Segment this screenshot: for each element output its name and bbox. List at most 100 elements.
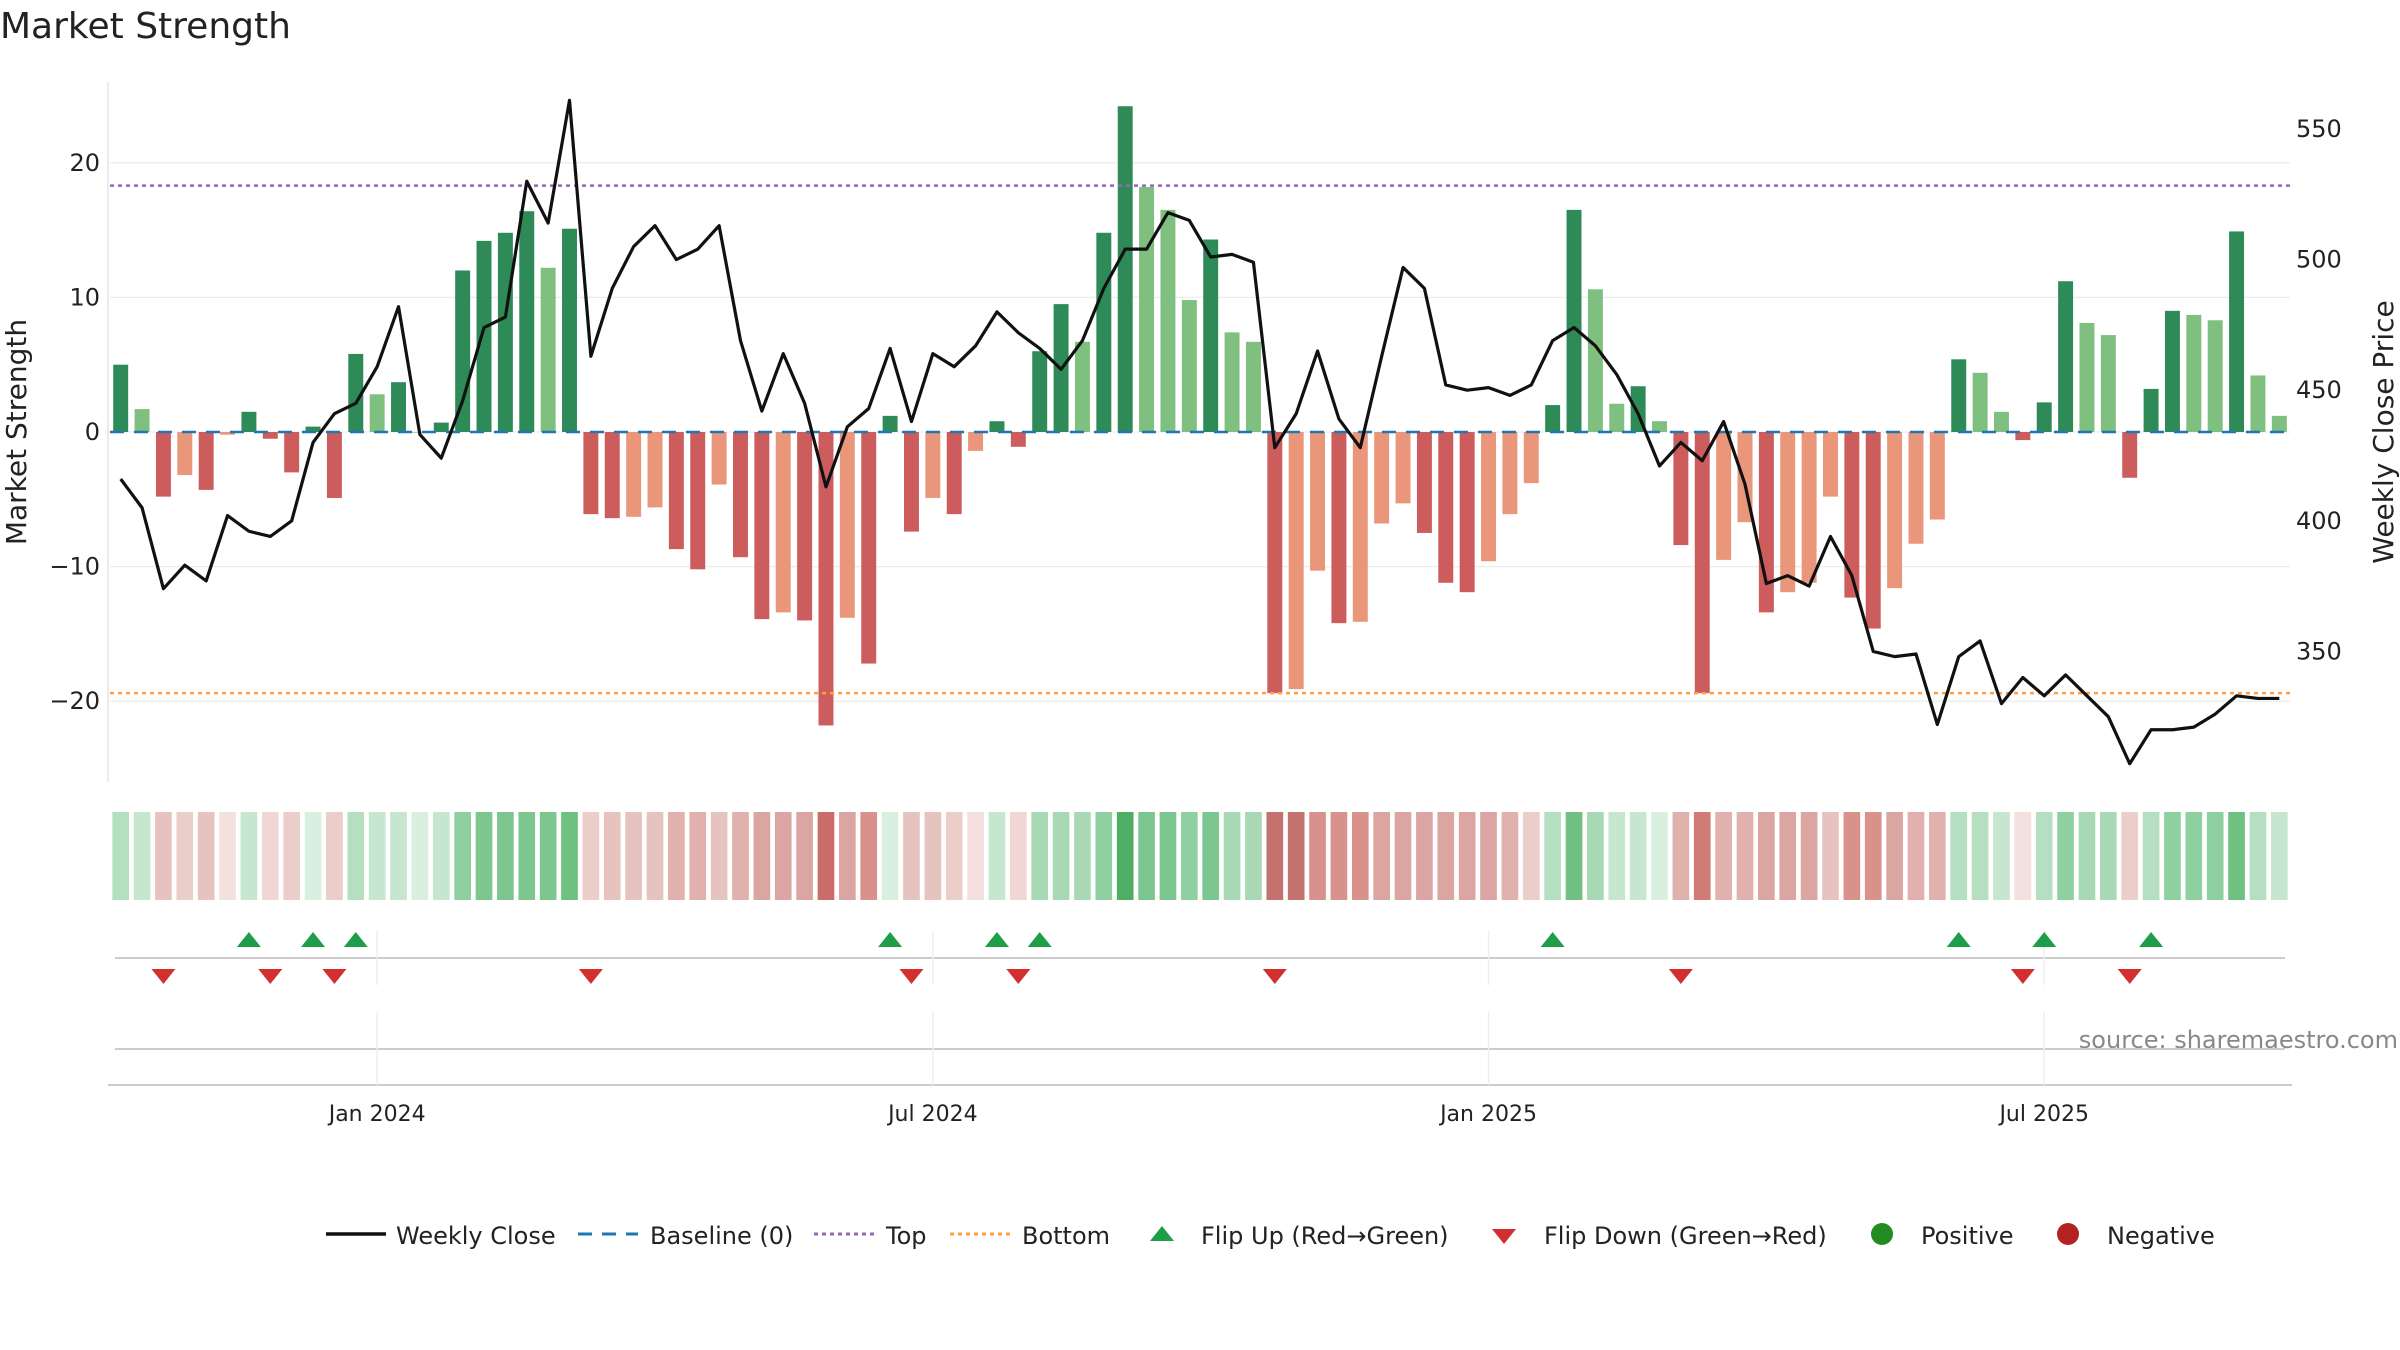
strength-bar: [1203, 239, 1219, 432]
strip-cell: [1864, 812, 1882, 900]
strength-bar: [1074, 341, 1090, 432]
right-tick-label: 550: [2296, 115, 2342, 143]
strip-cell: [1351, 812, 1369, 900]
flip-up-marker: [878, 932, 903, 947]
strength-bar: [1801, 432, 1817, 583]
strength-bar: [968, 432, 984, 451]
strip-cell: [839, 812, 856, 900]
strength-bar: [754, 432, 770, 620]
strength-bar: [113, 364, 129, 432]
x-tick-label: Jan 2025: [1438, 1102, 1537, 1127]
flip-up-marker: [1540, 932, 1565, 947]
strip-cell: [1651, 812, 1668, 900]
strength-bar: [903, 432, 919, 532]
strength-bar: [690, 432, 706, 570]
strip-cell: [646, 812, 664, 900]
strength-bar: [1587, 289, 1603, 432]
strength-bar: [2079, 322, 2095, 432]
strip-cell: [732, 812, 749, 900]
strip-cell: [1971, 812, 1989, 900]
strength-bar: [2015, 432, 2031, 441]
flip-up-marker: [1946, 932, 1971, 947]
legend-baseline-label: Baseline (0): [650, 1222, 793, 1250]
strength-bar: [1160, 209, 1176, 432]
strip-cell: [1715, 812, 1732, 900]
strip-cell: [2121, 812, 2139, 900]
strength-bar: [1844, 432, 1860, 598]
strip-cell: [1672, 812, 1690, 900]
right-tick-label: 350: [2296, 637, 2342, 665]
flip-up-marker: [1027, 932, 1052, 947]
strength-bar: [540, 267, 556, 432]
flip-up-marker: [301, 932, 326, 947]
right-tick-label: 400: [2296, 507, 2342, 535]
strength-bar: [1481, 432, 1497, 562]
strip-cell: [1522, 812, 1540, 900]
strip-cell: [1608, 812, 1626, 900]
strength-bar: [1117, 106, 1133, 432]
strength-bar: [455, 270, 471, 432]
strip-cell: [2035, 812, 2053, 900]
flip-down-marker: [1668, 969, 1693, 984]
flip-down-marker: [151, 969, 176, 984]
strip-cell: [1309, 812, 1326, 900]
legend: Weekly Close Baseline (0) Top Bottom Flip Up…: [326, 1222, 2215, 1250]
strength-bars: [113, 106, 2287, 726]
strength-bar: [220, 432, 236, 435]
strength-bar: [198, 432, 214, 490]
strength-bar: [1459, 432, 1475, 593]
strength-bar: [1908, 432, 1924, 544]
strength-bar: [861, 432, 877, 664]
strip-cell: [1394, 812, 1412, 900]
strength-bar: [1310, 432, 1326, 571]
strength-bar: [818, 432, 834, 726]
flip-up-marker: [984, 932, 1009, 947]
flip-down-marker: [1006, 969, 1031, 984]
flip-up-marker: [2139, 932, 2164, 947]
strip-cell: [112, 812, 130, 900]
strength-bar: [1545, 405, 1561, 432]
strip-cell: [582, 812, 600, 900]
weekly-close-line: [119, 98, 2280, 766]
strength-bar: [155, 432, 171, 497]
strip-cell: [283, 812, 300, 900]
strength-bar: [882, 415, 898, 432]
strip-cell: [924, 812, 942, 900]
strip-cell: [2270, 812, 2288, 900]
strength-bar: [2058, 281, 2074, 432]
strip-cell: [1031, 812, 1049, 900]
strip-cell: [2206, 812, 2224, 900]
flip-down-marker: [578, 969, 603, 984]
strip-cell: [1693, 812, 1711, 900]
strip-cell: [2185, 812, 2203, 900]
strength-bar: [1010, 432, 1026, 447]
strip-cell: [1565, 812, 1583, 900]
strip-cell: [1116, 812, 1134, 900]
strength-bar: [1566, 209, 1582, 432]
flip-down-marker: [2117, 969, 2142, 984]
strength-bar: [2036, 402, 2052, 432]
strength-bar: [668, 432, 684, 550]
strength-bar: [2100, 335, 2116, 432]
strip-cell: [796, 812, 813, 900]
strip-cell: [1629, 812, 1647, 900]
strip-cell: [2249, 812, 2267, 900]
strip-cell: [1245, 812, 1262, 900]
strip-cell: [454, 812, 471, 900]
strip-cell: [988, 812, 1006, 900]
strength-bar: [134, 409, 150, 432]
strip-cell: [668, 812, 685, 900]
x-tick-label: Jan 2024: [327, 1102, 426, 1127]
legend-positive-swatch: [1871, 1223, 1893, 1245]
strip-cell: [1993, 812, 2010, 900]
strength-bar: [1502, 432, 1518, 515]
strength-bar: [946, 432, 962, 515]
strength-bar: [647, 432, 663, 508]
strength-bar: [1288, 432, 1304, 690]
x-axis: Jan 2024 Jul 2024 Jan 2025 Jul 2025: [108, 1012, 2292, 1127]
strength-bar: [797, 432, 813, 621]
strength-bar: [733, 432, 748, 558]
strength-bar: [1887, 432, 1903, 589]
strip-cell: [1886, 812, 1903, 900]
